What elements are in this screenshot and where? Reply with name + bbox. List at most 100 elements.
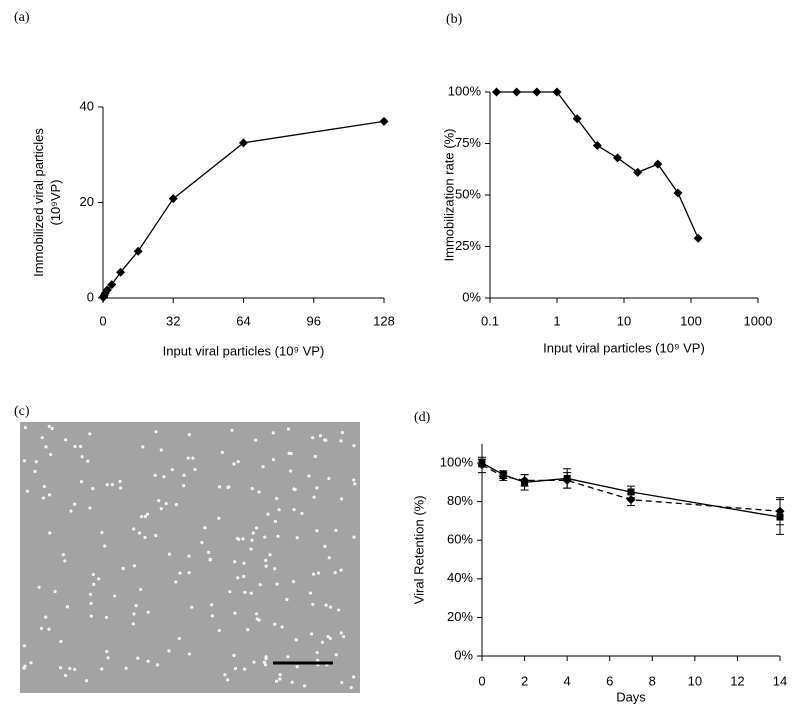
particle	[88, 506, 92, 510]
particle	[311, 572, 316, 576]
y-tick-label: 0	[87, 289, 94, 304]
particle	[193, 467, 197, 472]
particle	[353, 482, 357, 486]
particle	[140, 515, 144, 519]
particle	[203, 526, 207, 530]
particle	[86, 459, 90, 463]
particle	[236, 576, 240, 580]
particle	[226, 678, 230, 682]
y-tick-label: 60%	[447, 532, 473, 547]
particle	[323, 544, 327, 549]
particle	[340, 680, 344, 685]
particle	[286, 427, 291, 431]
particle	[311, 436, 315, 440]
particle	[112, 594, 117, 598]
marker	[627, 488, 635, 496]
particle	[186, 456, 190, 460]
particle	[73, 444, 77, 449]
particle	[315, 486, 319, 490]
marker	[592, 141, 602, 151]
y-tick-label: 40%	[447, 570, 473, 585]
y-tick-label: 100%	[448, 83, 482, 98]
particle	[292, 508, 296, 512]
x-tick-label: 10	[688, 673, 702, 688]
particle	[124, 666, 128, 670]
particle	[334, 528, 338, 532]
x-tick-label: 4	[564, 673, 571, 688]
x-tick-label: 0	[99, 313, 106, 328]
particle	[131, 622, 135, 626]
y-tick-label: 0%	[462, 289, 481, 304]
marker	[239, 138, 248, 148]
particle	[220, 450, 224, 454]
y-tick-label: 0%	[454, 647, 473, 662]
y-tick-label: 25%	[455, 238, 481, 253]
particle	[258, 583, 262, 587]
particle	[22, 459, 27, 463]
marker	[107, 280, 117, 290]
particle	[273, 622, 277, 626]
x-axis-label: Days	[616, 689, 646, 704]
particle	[286, 655, 290, 659]
marker	[477, 460, 487, 470]
particle	[208, 557, 213, 561]
particle	[132, 527, 136, 531]
particle	[167, 649, 171, 653]
particle	[217, 516, 221, 520]
particle	[339, 497, 344, 501]
particle	[97, 577, 101, 581]
y-tick-label: 50%	[455, 186, 481, 201]
particle	[262, 660, 266, 664]
particle	[254, 526, 259, 530]
series-line	[496, 91, 699, 239]
particle	[323, 438, 327, 442]
particle	[89, 601, 93, 606]
x-tick-label: 1	[553, 313, 560, 328]
x-tick-label: 0.1	[481, 313, 499, 328]
particle	[264, 564, 268, 568]
particle	[271, 458, 275, 462]
particle	[242, 667, 247, 671]
particle	[106, 656, 110, 660]
particle	[273, 519, 277, 523]
particle	[241, 537, 245, 541]
particle	[200, 540, 204, 545]
particle	[143, 535, 147, 540]
particle	[79, 480, 84, 484]
marker	[379, 116, 389, 126]
particle	[47, 493, 52, 497]
panel-label: (a)	[14, 10, 30, 25]
particle	[312, 495, 316, 499]
particle	[288, 469, 293, 473]
particle	[271, 431, 275, 435]
particle	[143, 514, 147, 519]
y-tick-label: 80%	[447, 493, 473, 508]
particle	[53, 589, 57, 594]
particle	[63, 559, 67, 563]
particle	[292, 487, 296, 491]
y-axis-label: (10⁹VP)	[48, 179, 63, 225]
particle	[44, 445, 48, 449]
particle	[318, 434, 323, 438]
particle	[303, 684, 307, 688]
panel-label: (b)	[446, 12, 463, 27]
particle	[141, 445, 145, 449]
x-tick-label: 14	[773, 673, 787, 688]
x-tick-label: 0	[478, 673, 485, 688]
particle	[324, 603, 328, 607]
particle	[105, 649, 109, 654]
particle	[136, 656, 140, 660]
y-tick-label: 20	[80, 194, 94, 209]
marker	[673, 188, 683, 198]
marker	[562, 475, 572, 485]
particle	[250, 538, 254, 542]
particle	[352, 535, 356, 539]
particle	[254, 438, 258, 442]
marker	[512, 87, 522, 97]
particle	[88, 432, 92, 436]
particle	[155, 663, 160, 667]
particle	[313, 454, 317, 459]
particle	[263, 535, 267, 539]
particle	[44, 615, 48, 619]
particle	[174, 580, 178, 584]
